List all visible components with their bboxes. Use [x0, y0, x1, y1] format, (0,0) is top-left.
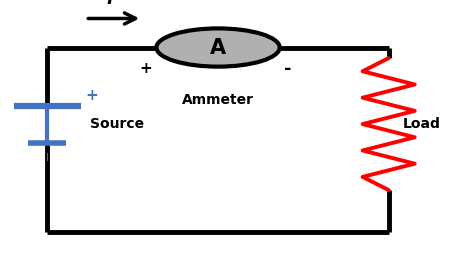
Text: +: +	[139, 61, 152, 76]
Text: A: A	[210, 37, 226, 58]
Text: Ammeter: Ammeter	[182, 93, 254, 107]
Text: Load: Load	[403, 117, 441, 131]
Text: -: -	[284, 60, 292, 78]
Text: Source: Source	[90, 117, 144, 131]
Text: I: I	[46, 153, 49, 163]
Text: +: +	[85, 88, 98, 103]
Ellipse shape	[156, 29, 280, 67]
Text: i: i	[106, 0, 112, 8]
